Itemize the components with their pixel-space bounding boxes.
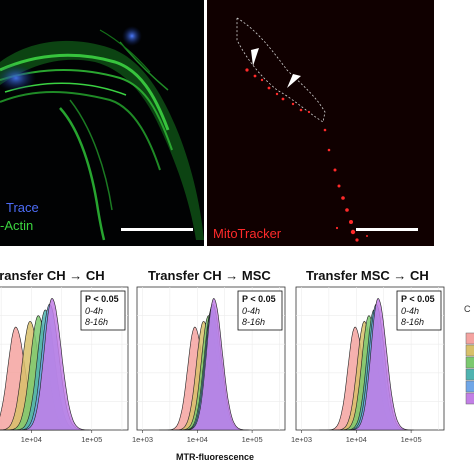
plot-1-title: Transfer CH → CH	[0, 268, 105, 283]
plot-3-title: Transfer MSC → CH	[306, 268, 429, 283]
density-series-5	[340, 303, 412, 431]
annotation-line: 0-4h	[401, 306, 419, 316]
micrograph-mitotracker: MitoTracker	[207, 0, 434, 246]
density-series-1	[319, 326, 391, 431]
annotation-line: 0-4h	[85, 306, 103, 316]
annotation-box	[237, 290, 283, 331]
label-trace: Trace	[6, 200, 39, 215]
density-series-1	[159, 326, 231, 431]
annotation-box	[80, 290, 126, 331]
density-series-3	[0, 315, 78, 431]
density-series-5	[10, 303, 89, 431]
legend-swatch-1	[465, 332, 474, 345]
density-series-4	[175, 309, 247, 431]
density-series-5	[176, 303, 249, 431]
annotation-line: 8-16h	[401, 317, 424, 327]
legend-swatch-2	[465, 344, 474, 357]
density-series-4	[338, 309, 410, 431]
density-series-3	[172, 315, 245, 431]
x-tick-label: 1e+05	[81, 435, 102, 444]
plot-2-title: Transfer CH → MSC	[148, 268, 271, 283]
density-series-2	[167, 320, 240, 431]
annotation-line: 8-16h	[85, 317, 108, 327]
arrowhead-1	[251, 48, 259, 66]
density-series-2	[0, 320, 70, 431]
annotation-line: 8-16h	[242, 317, 265, 327]
density-series-6	[12, 298, 92, 431]
annotation-pvalue: P < 0.05	[401, 294, 435, 304]
x-tick-label: 1e+03	[132, 435, 153, 444]
arrowhead-2	[287, 74, 301, 88]
density-series-6	[178, 298, 250, 431]
label-mitotracker: MitoTracker	[213, 226, 282, 241]
density-series-6	[342, 298, 414, 431]
x-tick-label: 1e+04	[346, 435, 367, 444]
legend-swatch-3	[465, 356, 474, 369]
x-axis-title: MTR-fluorescence	[176, 452, 255, 462]
plot-1-frame	[0, 286, 129, 431]
density-series-4	[6, 309, 85, 431]
density-series-3	[333, 315, 405, 431]
x-tick-label: 1e+04	[187, 435, 208, 444]
x-tick-label: 1e+04	[21, 435, 42, 444]
label-actin: -Actin	[0, 218, 34, 233]
plot-2-frame	[136, 286, 286, 431]
legend-swatch-4	[465, 368, 474, 381]
x-tick-label: 1e+03	[291, 435, 312, 444]
x-tick-label: 1e+05	[401, 435, 422, 444]
legend-title: C	[464, 304, 471, 314]
annotation-box	[396, 290, 442, 331]
x-tick-label: 1e+05	[242, 435, 263, 444]
density-series-1	[0, 326, 55, 431]
legend-swatch-5	[465, 380, 474, 393]
plot-3-frame	[295, 286, 445, 431]
mito-puncta	[245, 68, 368, 242]
annotation-line: 0-4h	[242, 306, 260, 316]
annotation-pvalue: P < 0.05	[85, 294, 119, 304]
micrograph-actin: Trace -Actin	[0, 0, 204, 246]
density-series-2	[328, 320, 400, 431]
annotation-pvalue: P < 0.05	[242, 294, 276, 304]
legend-swatch-6	[465, 392, 474, 405]
